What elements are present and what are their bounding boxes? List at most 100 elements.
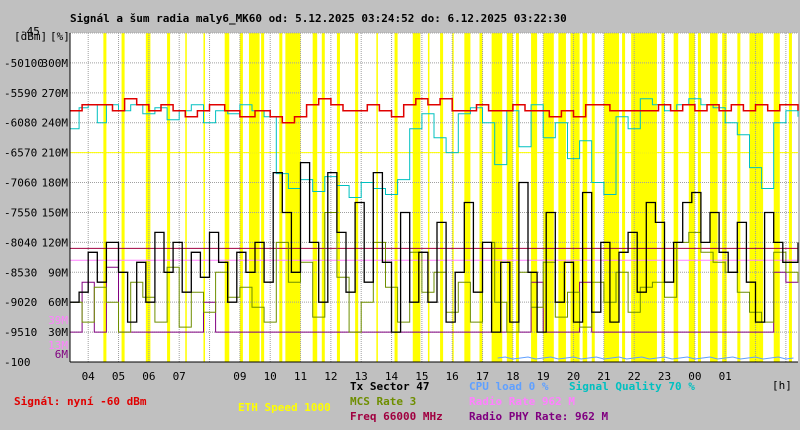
x-tick-19: 19 (537, 370, 550, 383)
rate-tick-9: 30M (48, 326, 68, 339)
x-tick-10: 10 (264, 370, 277, 383)
activity-bar-1 (121, 33, 125, 362)
activity-bar-26 (506, 33, 513, 362)
x-tick-09: 09 (233, 370, 246, 383)
dbm-tick-2: -55 (4, 87, 24, 100)
activity-bar-22 (452, 33, 454, 362)
activity-bar-29 (543, 33, 554, 362)
activity-bar-30 (558, 33, 566, 362)
x-tick-01: 01 (719, 370, 732, 383)
pct-tick-7: 30 (24, 266, 37, 279)
x-tick-05: 05 (112, 370, 125, 383)
dbm-tick-8: -85 (4, 266, 24, 279)
legend-signal: Signál: nyní -60 dBm (14, 395, 147, 408)
x-tick-12: 12 (324, 370, 337, 383)
rate-tick-5: 150M (42, 206, 69, 219)
dbm-tick-3: -60 (4, 117, 24, 130)
activity-bar-33 (591, 33, 595, 362)
pct-tick-8: 20 (24, 296, 37, 309)
activity-bar-20 (427, 33, 430, 362)
x-tick-06: 06 (142, 370, 155, 383)
legend-freq: Freq 66000 MHz (350, 410, 443, 423)
activity-bar-6 (224, 33, 230, 362)
x-tick-22: 22 (628, 370, 641, 383)
activity-bar-35 (612, 33, 620, 362)
dbm-tick-4: -65 (4, 147, 24, 160)
activity-bar-9 (261, 33, 265, 362)
legend-signal-quality: Signal Quality 70 % (569, 380, 695, 393)
activity-bar-27 (515, 33, 519, 362)
series-signal (70, 98, 799, 124)
series-cpu-load (497, 356, 794, 360)
ylabel-pct: [%] (50, 30, 70, 43)
activity-bar-15 (336, 33, 340, 362)
activity-bar-25 (491, 33, 503, 362)
rate-tick-6: 120M (42, 236, 69, 249)
pct-tick-2: 80 (24, 117, 37, 130)
rate-low-label-1: 13M (48, 339, 68, 352)
activity-bar-14 (321, 33, 325, 362)
activity-bar-8 (248, 33, 260, 362)
chart-title: Signál a šum radia maly6_MK60 od: 5.12.2… (70, 12, 567, 25)
activity-bar-2 (145, 33, 151, 362)
activity-bar-42 (710, 33, 718, 362)
pct-tick-5: 50 (24, 206, 37, 219)
rate-tick-1: 270M (42, 87, 69, 100)
legend-cpu-load: CPU load 0 % (469, 380, 549, 393)
activity-bar-23 (464, 33, 471, 362)
rate-low-label-0: 39M (48, 314, 68, 327)
activity-bar-13 (312, 33, 318, 362)
rate-low-label-2: 6M (55, 348, 69, 361)
series-radio-phy-rate (70, 266, 799, 333)
rate-tick-4: 180M (42, 177, 69, 190)
x-tick-21: 21 (597, 370, 610, 383)
x-tick-13: 13 (355, 370, 368, 383)
activity-bar-5 (203, 33, 205, 362)
x-tick-18: 18 (506, 370, 519, 383)
pct-tick-4: 60 (24, 177, 37, 190)
rate-tick-2: 240M (42, 117, 69, 130)
activity-bar-39 (673, 33, 679, 362)
dbm-tick-0: -45 (20, 25, 40, 38)
dbm-tick-11: -100 (4, 356, 31, 369)
legend-radio-rate: Radio Rate 962 M (469, 395, 575, 408)
x-tick-15: 15 (415, 370, 428, 383)
activity-bar-17 (376, 33, 378, 362)
activity-bar-44 (737, 33, 741, 362)
activity-bar-11 (285, 33, 300, 362)
activity-bar-36 (622, 33, 626, 362)
legend-mcs-rate: MCS Rate 3 (350, 395, 417, 408)
x-tick-20: 20 (567, 370, 580, 383)
x-tick-00: 00 (688, 370, 701, 383)
activity-bar-4 (185, 33, 187, 362)
activity-bar-48 (788, 33, 792, 362)
activity-bar-18 (394, 33, 398, 362)
x-tick-23: 23 (658, 370, 671, 383)
activity-bar-37 (631, 33, 657, 362)
activity-bar-31 (570, 33, 580, 362)
x-tick-14: 14 (385, 370, 399, 383)
rate-tick-0: 300M (42, 57, 69, 70)
pct-tick-0: 100 (24, 57, 44, 70)
activity-bar-45 (749, 33, 759, 362)
legend-radio-phy-rate: Radio PHY Rate: 962 M (469, 410, 609, 423)
activity-bar-43 (722, 33, 727, 362)
legend-eth-speed: ETH Speed 1000 (238, 401, 331, 414)
ylabel-dbm: [dBm] (14, 30, 47, 43)
pct-tick-9: 10 (24, 326, 37, 339)
pct-tick-3: 70 (24, 147, 37, 160)
dbm-tick-10: -95 (4, 326, 24, 339)
dbm-tick-5: -70 (4, 177, 24, 190)
activity-bar-3 (167, 33, 171, 362)
dbm-tick-1: -50 (4, 57, 24, 70)
activity-bar-24 (479, 33, 483, 362)
activity-bar-10 (279, 33, 283, 362)
x-tick-17: 17 (476, 370, 489, 383)
activity-bar-46 (758, 33, 764, 362)
activity-bar-19 (412, 33, 421, 362)
x-tick-04: 04 (82, 370, 96, 383)
rate-tick-3: 210M (42, 147, 69, 160)
dbm-tick-7: -80 (4, 236, 24, 249)
activity-bar-47 (773, 33, 780, 362)
